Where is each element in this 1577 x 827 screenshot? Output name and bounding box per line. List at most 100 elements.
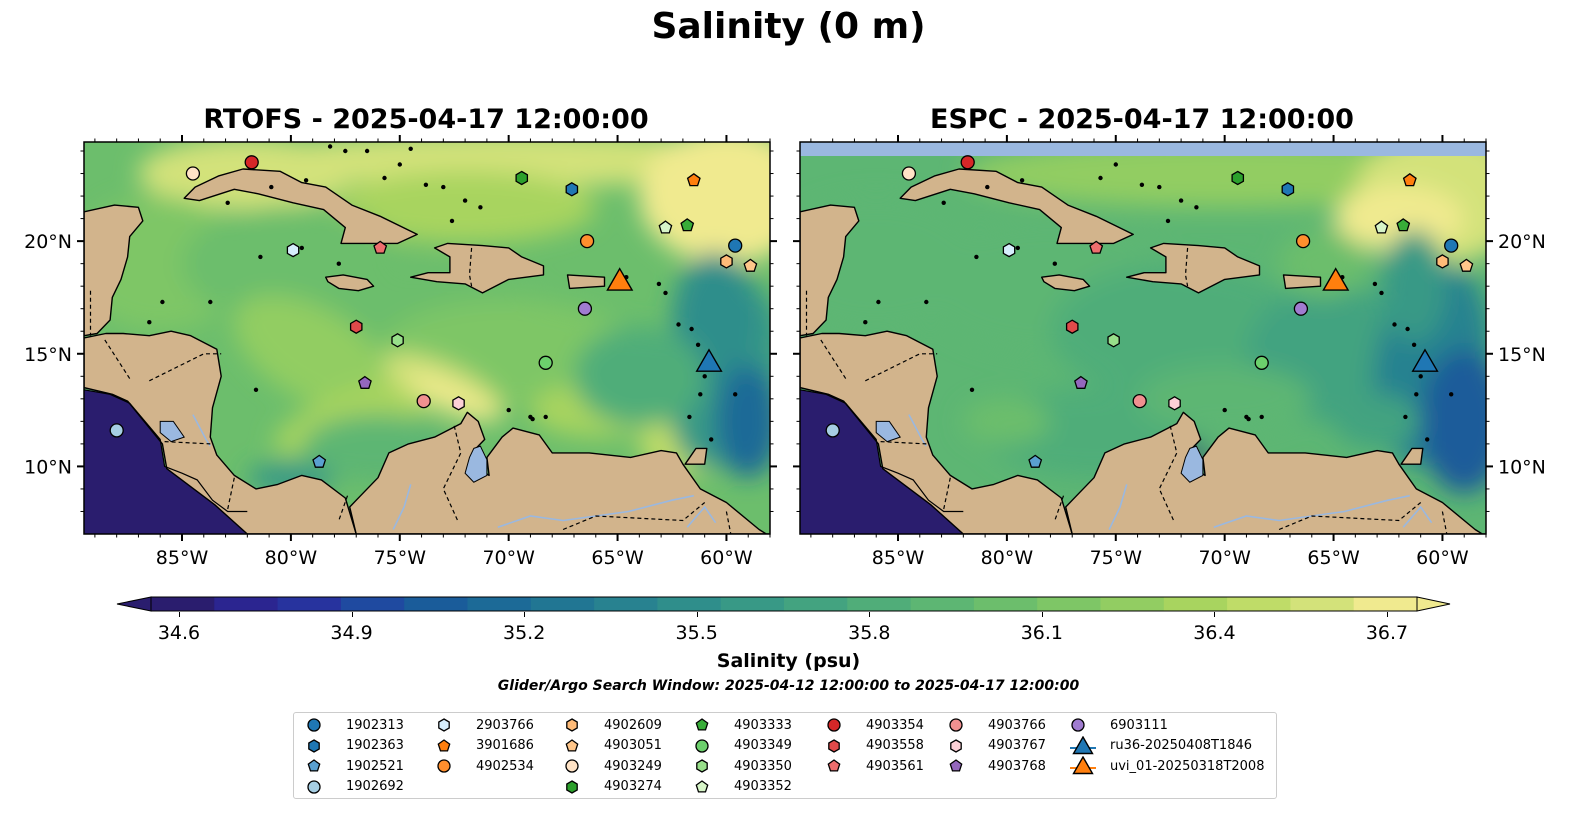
legend-label: 1902313 (346, 717, 404, 733)
small-island (1405, 326, 1410, 332)
land-cuba (899, 168, 1134, 245)
small-island (1259, 414, 1264, 420)
hexagon-marker-icon (438, 718, 450, 732)
lon-tick-label: 65°W (591, 547, 644, 569)
country-border (103, 337, 131, 379)
legend-marker (566, 779, 578, 794)
country-border (468, 247, 473, 287)
small-island (1113, 162, 1118, 167)
small-island (299, 245, 304, 251)
lat-tick-label: 15°N (24, 344, 72, 366)
salinity-patch (1381, 229, 1447, 343)
land-hispaniola (410, 242, 545, 294)
pentagon-marker-icon (565, 738, 579, 752)
argo-float-marker (825, 423, 840, 438)
colorbar-segment (340, 597, 405, 611)
salinity-patch (1050, 263, 1312, 399)
lon-tick-label: 75°W (1090, 547, 1143, 569)
legend-item: uvi_01-20250318T2008 (1068, 756, 1264, 776)
colorbar-extend-max (1416, 596, 1451, 612)
legend-item: 6903111 (1068, 715, 1168, 735)
legend-item: 1902521 (304, 756, 404, 776)
colorbar-segment (1290, 597, 1355, 611)
colorbar-extend-min (116, 596, 152, 612)
small-island (1414, 392, 1419, 397)
argo-float-marker (579, 233, 595, 249)
markers (109, 155, 758, 468)
colorbar-segment (1100, 597, 1165, 611)
legend-label: 4903766 (988, 717, 1046, 733)
pentagon-marker-icon (827, 759, 841, 772)
axis-ticks (77, 135, 777, 541)
colorbar-tick-label: 36.7 (1365, 622, 1409, 644)
lon-tick-label: 85°W (156, 547, 209, 569)
legend-marker (307, 718, 321, 732)
legend-item: 4903354 (824, 715, 924, 735)
small-island (303, 178, 309, 183)
lon-tick-label: 65°W (1307, 547, 1360, 569)
circle-marker-icon (307, 718, 321, 732)
map-frame (799, 141, 1487, 535)
argo-float-marker (1396, 218, 1411, 232)
lon-tick-label: 75°W (374, 547, 427, 569)
legend-item: 1902313 (304, 715, 404, 735)
small-island (863, 320, 868, 325)
argo-float-marker (391, 333, 404, 348)
colorbar-segment (214, 597, 279, 611)
small-island (687, 414, 692, 420)
salinity-patch (1137, 365, 1312, 433)
small-island (1052, 261, 1057, 266)
country-border (1158, 425, 1178, 523)
hexagon-marker-icon (566, 779, 578, 794)
argo-float-marker (1107, 333, 1120, 348)
country-border (1054, 495, 1065, 521)
argo-float-marker (686, 172, 701, 187)
legend-label: 4903051 (604, 738, 662, 753)
argo-float-marker (373, 240, 388, 254)
country-border (1184, 247, 1189, 287)
legend-marker (437, 759, 451, 773)
legend-item: 1902692 (304, 777, 404, 797)
legend-marker (828, 738, 840, 753)
colorbar-tick (869, 612, 871, 617)
small-island (336, 261, 341, 266)
hexagon-marker-icon (950, 738, 962, 753)
salinity-patch (247, 142, 770, 187)
argo-float-marker (1281, 182, 1295, 197)
small-island (1403, 414, 1408, 420)
hexagon-marker-icon (696, 759, 708, 773)
pentagon-marker-icon (307, 759, 321, 772)
legend-label: 6903111 (1110, 717, 1168, 733)
glider-marker (695, 348, 723, 372)
land-hispaniola (1126, 242, 1261, 294)
legend-item: 4903561 (824, 756, 924, 776)
legend-label: 4903349 (734, 738, 792, 753)
colorbar-segment (784, 597, 848, 611)
salinity-patch (639, 142, 770, 264)
legend-marker (566, 718, 578, 732)
pacific-coastline (800, 389, 964, 513)
glider-marker (606, 267, 634, 291)
search-window-note: Glider/Argo Search Window: 2025-04-12 12… (497, 678, 1080, 694)
small-island (656, 281, 662, 287)
river (686, 505, 717, 528)
legend-label: 3901686 (476, 738, 534, 753)
legend-marker (695, 738, 709, 753)
small-island (1411, 342, 1417, 347)
lat-tick-label: 20°N (24, 231, 72, 253)
legend: 1902313 1902363 1902521 1902692 2903766 39016… (293, 712, 1277, 799)
legend-item: 4903768 (946, 756, 1046, 776)
colorbar-tick-label: 34.6 (157, 622, 201, 644)
colorbar (116, 596, 1451, 612)
small-island (709, 437, 714, 442)
small-island (208, 299, 213, 305)
country-border (819, 337, 847, 379)
argo-float-marker (349, 319, 363, 334)
legend-marker (695, 779, 709, 793)
argo-float-marker (1002, 242, 1016, 258)
argo-float-marker (244, 155, 259, 170)
legend-item: 4903349 (692, 736, 792, 756)
small-island (689, 326, 694, 332)
country-border (1441, 511, 1448, 534)
legend-label: 1902521 (346, 758, 404, 774)
